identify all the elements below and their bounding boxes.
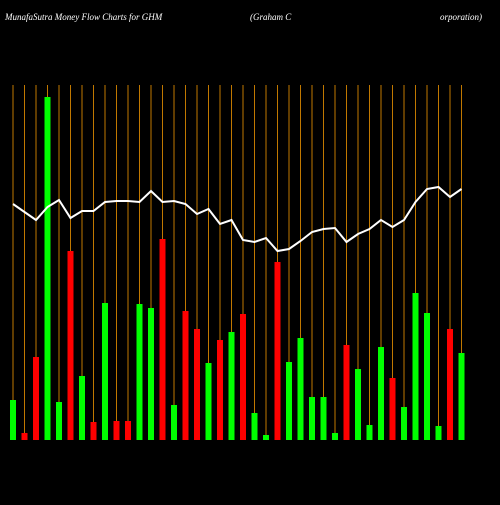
bar [205,363,212,440]
bar [67,251,74,440]
bar [447,329,453,440]
bar [136,304,143,440]
bar [343,345,350,440]
bar [355,369,361,440]
bar [21,433,28,440]
bar [309,397,315,440]
bar [366,425,373,440]
subtitle: orporation) [440,12,482,22]
bar [125,421,131,440]
bar [412,293,419,440]
subtitle: (Graham C [250,12,292,22]
bar [424,313,430,440]
bar [56,402,62,440]
bar [378,347,384,440]
bar [297,338,304,440]
bar [102,303,108,440]
bar [458,353,465,440]
bar [194,329,200,440]
chart-title: MunafaSutra Money Flow Charts for GHM [4,12,163,22]
bar [228,332,235,440]
bar [320,397,327,440]
bar [90,422,97,440]
bar [274,262,281,440]
bar [401,407,407,440]
bar [332,433,338,440]
bar [171,405,177,440]
bar [389,378,396,440]
bar [159,239,166,440]
bar [113,421,120,440]
bar [10,400,16,440]
bar [240,314,246,440]
bar [251,413,258,440]
bar [148,308,154,440]
bar [217,340,223,440]
bar [44,97,51,440]
bar [33,357,39,440]
bar [435,426,442,440]
bar [286,362,292,440]
bar [182,311,189,440]
bar [79,376,85,440]
money-flow-line [12,185,463,253]
bar [263,435,269,440]
